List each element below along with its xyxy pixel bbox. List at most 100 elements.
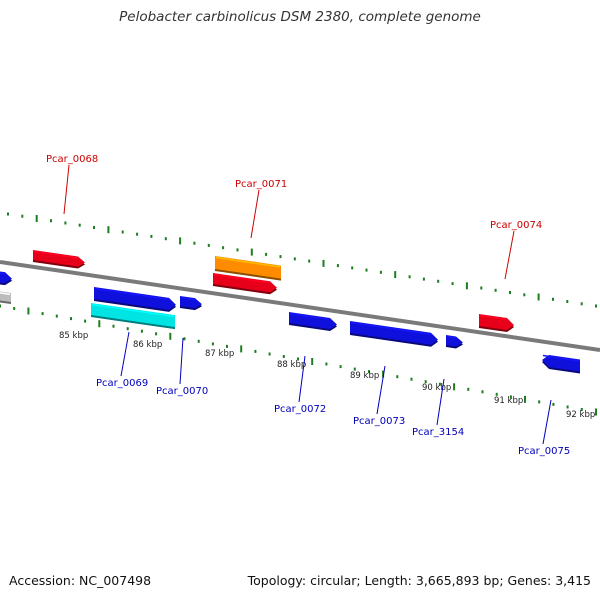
scale-label: 85 kbp xyxy=(59,331,88,341)
major-tick xyxy=(27,307,30,315)
gene-label[interactable]: Pcar_0073 xyxy=(353,416,405,427)
gene-arrow[interactable] xyxy=(479,314,514,333)
callout-leader-line xyxy=(63,164,70,215)
gene-arrow[interactable] xyxy=(213,273,277,295)
major-tick xyxy=(35,215,38,222)
minor-tick xyxy=(480,286,483,290)
gene-arrow-body[interactable] xyxy=(91,303,175,328)
minor-tick xyxy=(84,319,87,323)
gene-arrow-body[interactable] xyxy=(446,335,463,347)
minor-tick xyxy=(279,255,282,259)
minor-tick xyxy=(396,375,399,379)
minor-tick xyxy=(265,252,268,256)
gene-label[interactable]: Pcar_0074 xyxy=(490,220,542,231)
gene-label[interactable]: Pcar_0069 xyxy=(96,378,148,389)
scale-label: 91 kbp xyxy=(494,396,523,406)
minor-tick xyxy=(580,302,583,306)
gene-label[interactable]: Pcar_0070 xyxy=(156,386,208,397)
minor-tick xyxy=(136,232,139,236)
minor-tick xyxy=(308,259,311,263)
gene-arrow[interactable] xyxy=(33,250,85,269)
minor-tick xyxy=(438,382,441,386)
minor-tick xyxy=(254,349,257,353)
major-tick xyxy=(107,226,110,234)
scale-label: 89 kbp xyxy=(350,371,379,381)
major-tick xyxy=(453,383,456,391)
gene-arrow[interactable] xyxy=(0,290,11,305)
minor-tick xyxy=(339,365,342,369)
gene-label[interactable]: Pcar_0075 xyxy=(518,446,570,457)
minor-tick xyxy=(424,380,427,384)
minor-tick xyxy=(21,214,24,218)
gene-arrow-highlight xyxy=(94,287,170,301)
gene-arrow-highlight xyxy=(213,273,271,284)
minor-tick xyxy=(523,293,526,297)
gene-arrow-highlight xyxy=(0,292,11,296)
gene-arrow-highlight xyxy=(180,296,196,301)
gene-arrow-body[interactable] xyxy=(350,321,438,345)
gene-arrow[interactable] xyxy=(289,312,337,331)
gene-label[interactable]: Pcar_3154 xyxy=(412,427,464,438)
minor-tick xyxy=(481,390,484,394)
minor-tick xyxy=(268,352,271,356)
gene-arrow-body[interactable] xyxy=(213,273,277,293)
callout-leader-line xyxy=(436,378,445,426)
minor-tick xyxy=(408,275,411,279)
gene-arrow[interactable] xyxy=(180,296,202,311)
gene-arrow-highlight xyxy=(289,312,331,321)
minor-tick xyxy=(552,402,555,406)
minor-tick xyxy=(70,317,72,321)
minor-tick xyxy=(183,337,186,341)
gene-arrow-body[interactable] xyxy=(94,287,176,310)
callout-leader-line xyxy=(179,337,184,385)
minor-tick xyxy=(353,367,356,371)
minor-tick xyxy=(211,342,214,346)
minor-tick xyxy=(197,339,200,343)
gene-label[interactable]: Pcar_0072 xyxy=(274,404,326,415)
gene-arrow[interactable] xyxy=(0,270,12,286)
gene-arrow[interactable] xyxy=(91,303,175,330)
major-tick xyxy=(322,259,325,267)
gene-arrow-highlight xyxy=(350,321,432,335)
major-tick xyxy=(382,370,385,378)
gene-arrow[interactable] xyxy=(215,256,281,281)
gene-features[interactable] xyxy=(0,250,580,374)
gene-arrow-body[interactable] xyxy=(289,312,337,329)
gene-label[interactable]: Pcar_0068 xyxy=(46,154,98,165)
minor-tick xyxy=(140,329,143,333)
minor-tick xyxy=(41,312,44,316)
gene-arrow-highlight xyxy=(33,250,79,259)
minor-tick xyxy=(121,230,124,234)
gene-arrow-body[interactable] xyxy=(33,250,85,267)
minor-tick xyxy=(410,377,413,381)
inner-tick-ring xyxy=(0,304,597,416)
minor-tick xyxy=(236,248,239,252)
gene-arrow-body[interactable] xyxy=(215,256,281,279)
gene-arrow-highlight xyxy=(91,303,175,318)
minor-tick xyxy=(78,223,81,227)
gene-arrow[interactable] xyxy=(542,354,580,374)
gene-arrow-body[interactable] xyxy=(0,290,11,303)
minor-tick xyxy=(50,219,52,223)
minor-tick xyxy=(207,243,210,247)
gene-arrow-body[interactable] xyxy=(479,314,514,331)
gene-arrow[interactable] xyxy=(446,335,463,349)
gene-label[interactable]: Pcar_0071 xyxy=(235,179,287,190)
minor-tick xyxy=(437,279,440,283)
minor-tick xyxy=(451,282,454,286)
minor-tick xyxy=(351,266,354,270)
scale-labels: 85 kbp 86 kbp 87 kbp 88 kbp 89 kbp 90 kbp 91 k… xyxy=(59,331,595,420)
gene-arrow-highlight xyxy=(479,314,508,321)
gene-arrow-body[interactable] xyxy=(0,270,12,284)
minor-tick xyxy=(226,344,228,348)
gene-arrow[interactable] xyxy=(94,287,176,312)
minor-tick xyxy=(566,300,569,303)
scale-label: 92 kbp xyxy=(566,410,595,420)
callout-leader-line xyxy=(250,189,260,239)
gene-arrow[interactable] xyxy=(350,321,438,347)
minor-tick xyxy=(7,212,9,216)
map-title: Pelobacter carbinolicus DSM 2380, comple… xyxy=(119,9,481,25)
major-tick xyxy=(240,345,243,353)
gene-arrow-body[interactable] xyxy=(180,296,202,309)
